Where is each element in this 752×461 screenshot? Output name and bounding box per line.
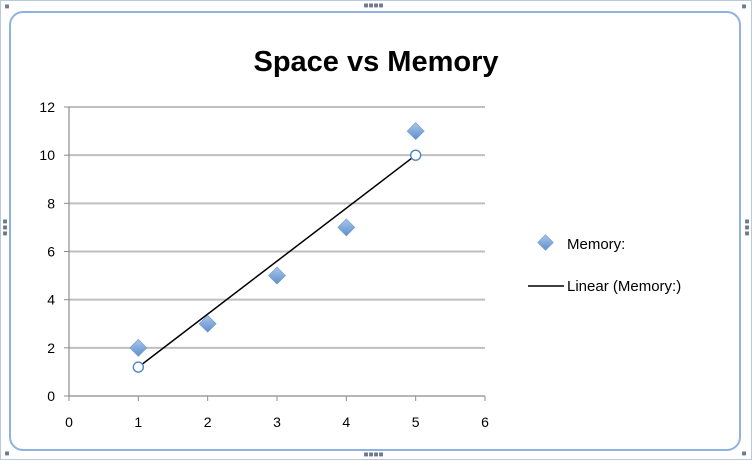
trendline-end-marker [409, 149, 422, 161]
legend-item-memory: Memory: [537, 234, 625, 253]
chart-area[interactable] [9, 11, 741, 451]
y-tick-labels: 0 2 4 6 8 10 12 [39, 99, 55, 404]
corner-handle-bottom-left[interactable]: ▪ [4, 448, 10, 459]
x-tick-label: 0 [65, 414, 73, 430]
y-tick-label: 12 [39, 99, 55, 115]
legend: Memory: Linear (Memory:) [528, 234, 681, 295]
legend-item-linear: Linear (Memory:) [528, 278, 681, 295]
x-tick-label: 1 [134, 414, 142, 430]
trendline-group [132, 149, 422, 373]
y-tick-label: 6 [47, 244, 55, 260]
top-resize-handle[interactable]: ▪▪▪▪ [363, 0, 384, 11]
axes [64, 106, 486, 401]
trendline-start-marker [132, 361, 145, 373]
data-point-diamond [268, 266, 286, 285]
trendline [137, 154, 417, 368]
bottom-resize-handle[interactable]: ▪▪▪▪ [363, 449, 384, 460]
right-resize-handle[interactable]: ▪ ▪ ▪ [744, 216, 750, 239]
y-tick-label: 8 [47, 195, 55, 211]
chart-title: Space vs Memory [253, 46, 498, 78]
data-points [129, 122, 425, 357]
data-point-diamond [129, 338, 148, 357]
x-tick-labels: 0 1 2 3 4 5 6 [65, 414, 489, 430]
x-tick-label: 5 [412, 414, 420, 430]
data-point-diamond [198, 314, 217, 333]
gridlines [69, 106, 485, 349]
x-tick-label: 6 [481, 414, 489, 430]
legend-diamond-icon [537, 234, 554, 251]
left-resize-handle[interactable]: ▪ ▪ ▪ [2, 216, 8, 239]
y-tick-label: 4 [47, 292, 55, 308]
y-tick-label: 10 [39, 147, 55, 163]
legend-label-memory: Memory: [567, 236, 625, 253]
corner-handle-top-right[interactable]: ▪ [741, 1, 747, 12]
x-tick-label: 3 [273, 414, 281, 430]
x-tick-label: 4 [342, 414, 350, 430]
y-tick-label: 2 [47, 340, 55, 356]
corner-handle-bottom-right[interactable]: ▪ [741, 448, 747, 459]
legend-label-linear: Linear (Memory:) [567, 278, 681, 295]
data-point-diamond [406, 122, 425, 140]
y-tick-label: 0 [47, 388, 55, 404]
x-tick-label: 2 [204, 414, 212, 430]
data-point-diamond [337, 218, 356, 237]
corner-handle-top-left[interactable]: ▪ [4, 1, 10, 12]
